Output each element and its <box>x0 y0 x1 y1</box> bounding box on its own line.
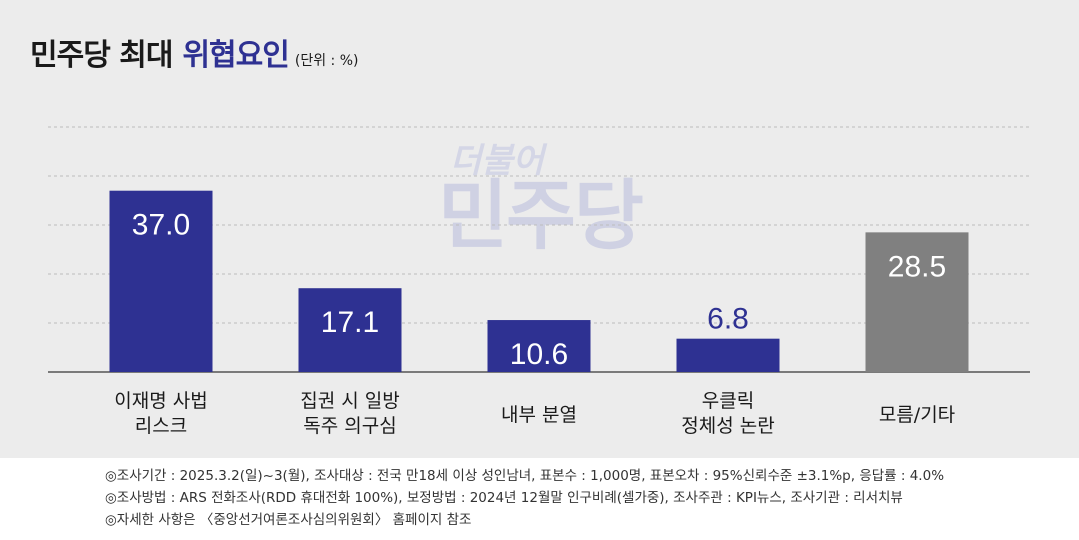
category-label: 리스크 <box>135 415 187 437</box>
category-label: 정체성 논란 <box>681 415 774 437</box>
footnote-line-3: ◎자세한 사항은 〈중앙선거여론조사심의위원회〉 홈페이지 참조 <box>105 512 472 528</box>
title-main: 민주당 최대 <box>30 38 173 73</box>
category-label: 독주 의구심 <box>303 415 396 437</box>
value-label: 37.0 <box>132 209 190 242</box>
bar <box>676 338 780 372</box>
chart-title: 민주당 최대 위협요인 (단위 : %) <box>30 30 358 74</box>
title-accent: 위협요인 <box>182 38 289 73</box>
category-label: 모름/기타 <box>879 404 955 426</box>
unit-label: (단위 : %) <box>294 53 359 69</box>
category-label: 우클릭 <box>702 390 754 412</box>
footnote-line-2: ◎조사방법 : ARS 전화조사(RDD 휴대전화 100%), 보정방법 : … <box>105 490 903 506</box>
survey-footnotes: ◎조사기간 : 2025.3.2(일)~3(월), 조사대상 : 전국 만18세… <box>0 458 1079 540</box>
svg-text:민주당: 민주당 <box>438 171 643 260</box>
bar <box>109 190 213 372</box>
category-label: 내부 분열 <box>501 404 577 426</box>
bar <box>487 320 591 372</box>
footnote-line-1: ◎조사기간 : 2025.3.2(일)~3(월), 조사대상 : 전국 만18세… <box>105 468 945 484</box>
value-label: 10.6 <box>510 338 568 371</box>
bar <box>865 232 969 372</box>
value-label: 17.1 <box>321 306 379 339</box>
bar <box>298 288 402 372</box>
value-label: 28.5 <box>888 250 946 283</box>
value-label: 6.8 <box>707 303 749 336</box>
category-label: 집권 시 일방 <box>300 390 399 412</box>
svg-text:더불어: 더불어 <box>450 141 548 181</box>
category-label: 이재명 사법 <box>114 390 207 412</box>
